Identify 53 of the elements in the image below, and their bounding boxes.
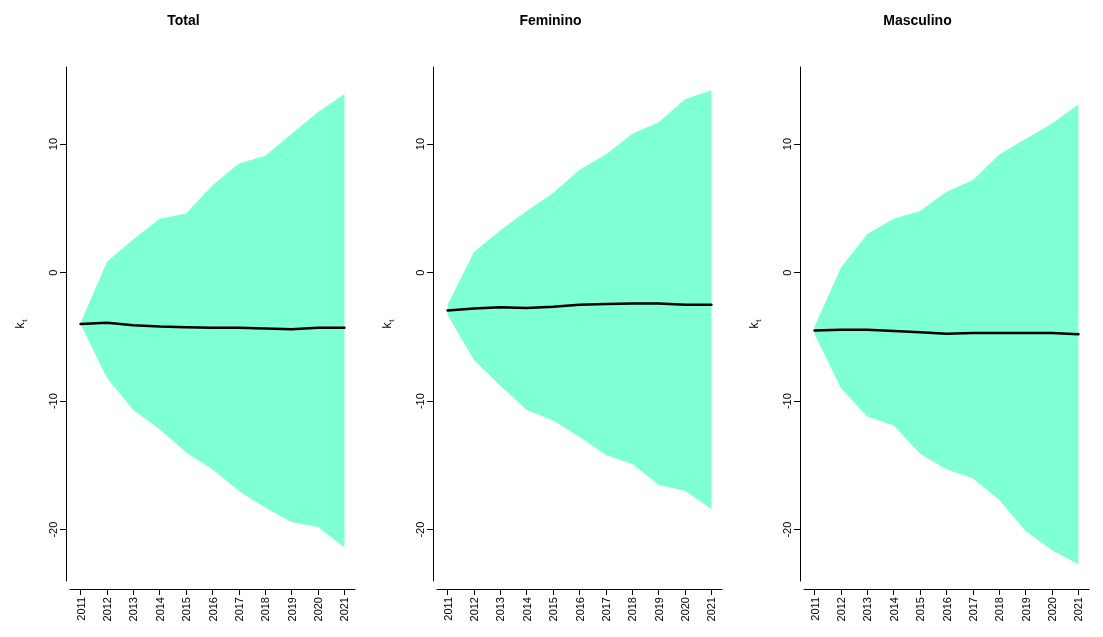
x-tick-label: 2016 — [940, 597, 953, 622]
y-tick-label: -10 — [413, 393, 426, 410]
x-tick-label: 2012 — [467, 597, 480, 622]
chart-title: Total — [167, 12, 200, 28]
x-tick-label: 2018 — [626, 597, 639, 622]
y-tick-label: -20 — [46, 521, 59, 538]
x-tick-label: 2020 — [1046, 597, 1059, 622]
line-series — [79, 321, 346, 331]
x-tick-label: 2017 — [599, 597, 612, 622]
x-tick-label: 2018 — [259, 597, 272, 622]
y-tick-label: -20 — [413, 521, 426, 538]
x-tick-label: 2016 — [206, 597, 219, 622]
y-tick-label: 10 — [780, 137, 793, 151]
x-tick-label: 2019 — [1019, 597, 1032, 622]
y-tick-label: 10 — [413, 137, 426, 151]
x-tick-label: 2019 — [652, 597, 665, 622]
x-tick-label: 2021 — [1072, 597, 1085, 622]
x-tick-label: 2011 — [808, 597, 821, 621]
x-tick-label: 2013 — [127, 597, 140, 622]
x-tick-label: 2012 — [834, 597, 847, 622]
x-tick-label: 2020 — [679, 597, 692, 622]
y-tick-label: -10 — [780, 393, 793, 410]
x-tick-label: 2015 — [547, 597, 560, 622]
x-tick-label: 2013 — [861, 597, 874, 622]
x-tick-label: 2018 — [993, 597, 1006, 622]
x-tick-label: 2011 — [74, 597, 87, 621]
x-tick-label: 2021 — [705, 597, 718, 622]
x-tick-label: 2016 — [573, 597, 586, 622]
x-tick-label: 2021 — [338, 597, 351, 622]
y-tick-label: -20 — [780, 521, 793, 538]
chart-title: Masculino — [883, 12, 952, 28]
x-tick-label: 2013 — [494, 597, 507, 622]
x-tick-label: 2011 — [441, 597, 454, 621]
x-tick-label: 2020 — [312, 597, 325, 622]
x-tick-label: 2014 — [887, 597, 900, 622]
y-tick-label: 0 — [780, 269, 793, 276]
x-tick-label: 2017 — [966, 597, 979, 622]
x-tick-label: 2014 — [153, 597, 166, 622]
y-tick-label: -10 — [46, 393, 59, 410]
y-axis-title: kt — [380, 318, 396, 329]
y-tick-label: 0 — [46, 269, 59, 276]
y-tick-label: 10 — [46, 137, 59, 151]
x-tick-label: 2014 — [520, 597, 533, 622]
line-series — [446, 302, 713, 312]
y-tick-label: 0 — [413, 269, 426, 276]
x-tick-label: 2015 — [914, 597, 927, 622]
x-tick-label: 2012 — [100, 597, 113, 622]
chart-title: Feminino — [519, 12, 582, 28]
y-axis-title: kt — [747, 318, 763, 329]
y-axis-title: kt — [13, 318, 29, 329]
x-tick-label: 2019 — [285, 597, 298, 622]
x-tick-label: 2015 — [180, 597, 193, 622]
x-tick-label: 2017 — [232, 597, 245, 622]
